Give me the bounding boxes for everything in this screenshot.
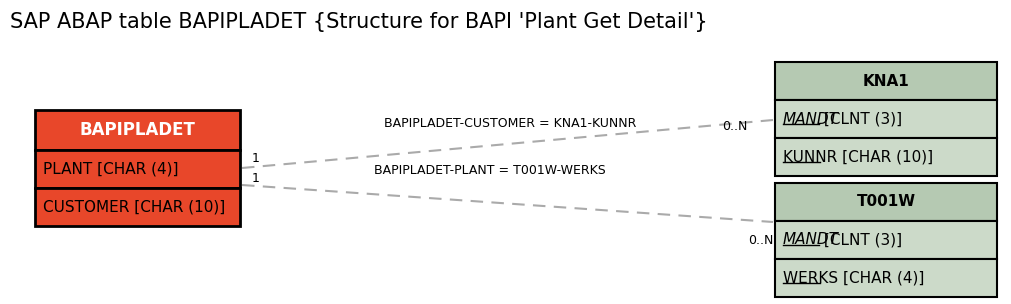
- Text: [CLNT (3)]: [CLNT (3)]: [818, 112, 901, 126]
- Text: MANDT: MANDT: [783, 233, 838, 247]
- Bar: [774, 259, 996, 297]
- Text: [CLNT (3)]: [CLNT (3)]: [818, 233, 901, 247]
- Bar: [774, 221, 996, 259]
- Text: WERKS [CHAR (4)]: WERKS [CHAR (4)]: [783, 271, 923, 285]
- Text: T001W: T001W: [855, 195, 915, 209]
- Bar: [774, 183, 996, 221]
- Text: KUNNR [CHAR (10)]: KUNNR [CHAR (10)]: [783, 150, 932, 164]
- Bar: [774, 100, 996, 138]
- Bar: [35, 150, 240, 188]
- Text: 1: 1: [252, 171, 260, 185]
- Text: 0..N: 0..N: [722, 119, 747, 133]
- Bar: [35, 110, 240, 150]
- Bar: [774, 62, 996, 100]
- Text: BAPIPLADET: BAPIPLADET: [80, 121, 195, 139]
- Text: CUSTOMER [CHAR (10)]: CUSTOMER [CHAR (10)]: [42, 199, 225, 215]
- Text: BAPIPLADET-PLANT = T001W-WERKS: BAPIPLADET-PLANT = T001W-WERKS: [374, 164, 606, 177]
- Text: MANDT: MANDT: [783, 112, 838, 126]
- Text: BAPIPLADET-CUSTOMER = KNA1-KUNNR: BAPIPLADET-CUSTOMER = KNA1-KUNNR: [383, 117, 636, 130]
- Text: 1: 1: [252, 151, 260, 164]
- Text: PLANT [CHAR (4)]: PLANT [CHAR (4)]: [42, 161, 178, 177]
- Bar: [35, 188, 240, 226]
- Text: 0..N: 0..N: [747, 233, 772, 247]
- Text: SAP ABAP table BAPIPLADET {Structure for BAPI 'Plant Get Detail'}: SAP ABAP table BAPIPLADET {Structure for…: [10, 12, 707, 32]
- Bar: [774, 138, 996, 176]
- Text: KNA1: KNA1: [861, 74, 909, 88]
